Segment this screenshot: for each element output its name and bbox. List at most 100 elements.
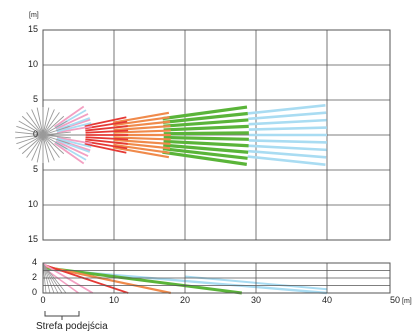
approach-ray: [31, 134, 44, 161]
approach-ray: [42, 107, 50, 136]
detection-beam: [55, 140, 89, 157]
side-beam: [42, 266, 242, 295]
x-unit-label: [m]: [402, 298, 412, 305]
detection-beam: [112, 146, 170, 159]
detection-beam: [113, 129, 171, 134]
detection-beam: [163, 124, 249, 132]
detection-beam: [54, 105, 85, 128]
approach-ray: [42, 131, 71, 136]
approach-ray: [42, 134, 50, 163]
y-tick-label: 15: [28, 234, 38, 244]
detection-beam: [162, 147, 248, 160]
detection-beam: [248, 144, 327, 152]
approach-zone-label: Strefa podejścia: [36, 321, 108, 332]
detection-beam: [163, 131, 249, 136]
detection-beam: [113, 138, 171, 146]
x-tick-label: 10: [109, 295, 119, 305]
x-tick-label: 20: [180, 295, 190, 305]
detection-beam: [163, 139, 249, 148]
detection-beam: [56, 136, 93, 145]
side-approach-ray: [42, 263, 51, 294]
detection-beam: [56, 137, 92, 148]
approach-ray: [15, 134, 44, 139]
detection-beam: [163, 135, 249, 141]
x-tick-label: 0: [40, 295, 45, 305]
detection-beam: [85, 125, 128, 132]
detection-beam: [85, 129, 129, 134]
approach-ray: [42, 109, 55, 136]
detection-beam: [247, 104, 326, 115]
x-tick-label: 40: [322, 295, 332, 305]
approach-ray: [26, 134, 44, 158]
detection-beam: [55, 113, 89, 130]
side-y-tick-label: 4: [32, 257, 37, 267]
x-tick-label: 30: [251, 295, 261, 305]
side-y-tick-label: 2: [32, 272, 37, 282]
approach-ray: [21, 134, 44, 155]
y-tick-label: 0: [33, 129, 38, 139]
detection-beam: [56, 122, 92, 133]
approach-ray: [18, 120, 44, 136]
detection-beam: [113, 136, 171, 141]
x-tick-label: 50: [390, 295, 400, 305]
top-view-beams: [15, 104, 327, 166]
approach-ray: [42, 134, 71, 139]
y-tick-label: 10: [28, 59, 38, 69]
detection-beam: [162, 105, 248, 121]
approach-ray: [42, 134, 68, 150]
y-tick-label: 15: [28, 24, 38, 34]
side-beam: [42, 262, 94, 294]
detection-beam: [56, 139, 91, 153]
detection-beam: [56, 125, 93, 134]
side-approach-ray: [42, 263, 55, 294]
y-tick-label: 5: [33, 94, 38, 104]
detection-beam: [248, 111, 327, 121]
approach-ray: [42, 134, 55, 161]
detection-beam: [247, 155, 326, 166]
approach-ray: [42, 112, 60, 136]
detection-beam: [113, 124, 171, 132]
detection-beam: [84, 142, 127, 154]
side-approach-ray: [42, 263, 67, 294]
detection-beam: [248, 126, 327, 131]
detection-beam: [162, 150, 248, 166]
detection-beam: [248, 139, 327, 144]
approach-ray: [16, 134, 44, 145]
detection-beam: [85, 136, 129, 141]
approach-ray: [18, 134, 44, 150]
detection-beam: [112, 111, 170, 124]
detection-beam: [54, 142, 85, 165]
approach-ray: [16, 125, 44, 136]
approach-ray: [31, 109, 44, 136]
approach-ray: [36, 107, 44, 136]
approach-ray: [42, 125, 70, 136]
y-tick-label: 10: [28, 199, 38, 209]
approach-ray: [26, 112, 44, 136]
approach-ray: [42, 134, 70, 145]
approach-ray: [42, 134, 60, 158]
detection-beam: [85, 138, 128, 145]
approach-ray: [42, 134, 65, 155]
detection-beam: [248, 118, 327, 126]
approach-ray: [42, 120, 68, 136]
detection-beam: [113, 116, 170, 127]
approach-ray: [42, 115, 65, 136]
detection-beam: [163, 143, 249, 154]
side-view-grid: [42, 262, 391, 294]
detection-beam: [84, 116, 127, 128]
detection-beam: [56, 117, 91, 131]
approach-ray: [21, 115, 44, 136]
detection-beam: [248, 149, 327, 159]
detection-beam: [163, 118, 249, 128]
approach-zone-bracket: [44, 311, 80, 320]
side-y-tick-label: 0: [32, 287, 37, 297]
detection-beam: [113, 143, 170, 154]
approach-ray: [36, 134, 44, 163]
detection-beam: [162, 111, 248, 124]
y-tick-label: 5: [33, 164, 38, 174]
side-approach-ray: [42, 263, 63, 294]
top-unit-label: [m]: [29, 12, 39, 19]
approach-ray: [15, 131, 44, 136]
side-approach-ray: [42, 263, 59, 294]
